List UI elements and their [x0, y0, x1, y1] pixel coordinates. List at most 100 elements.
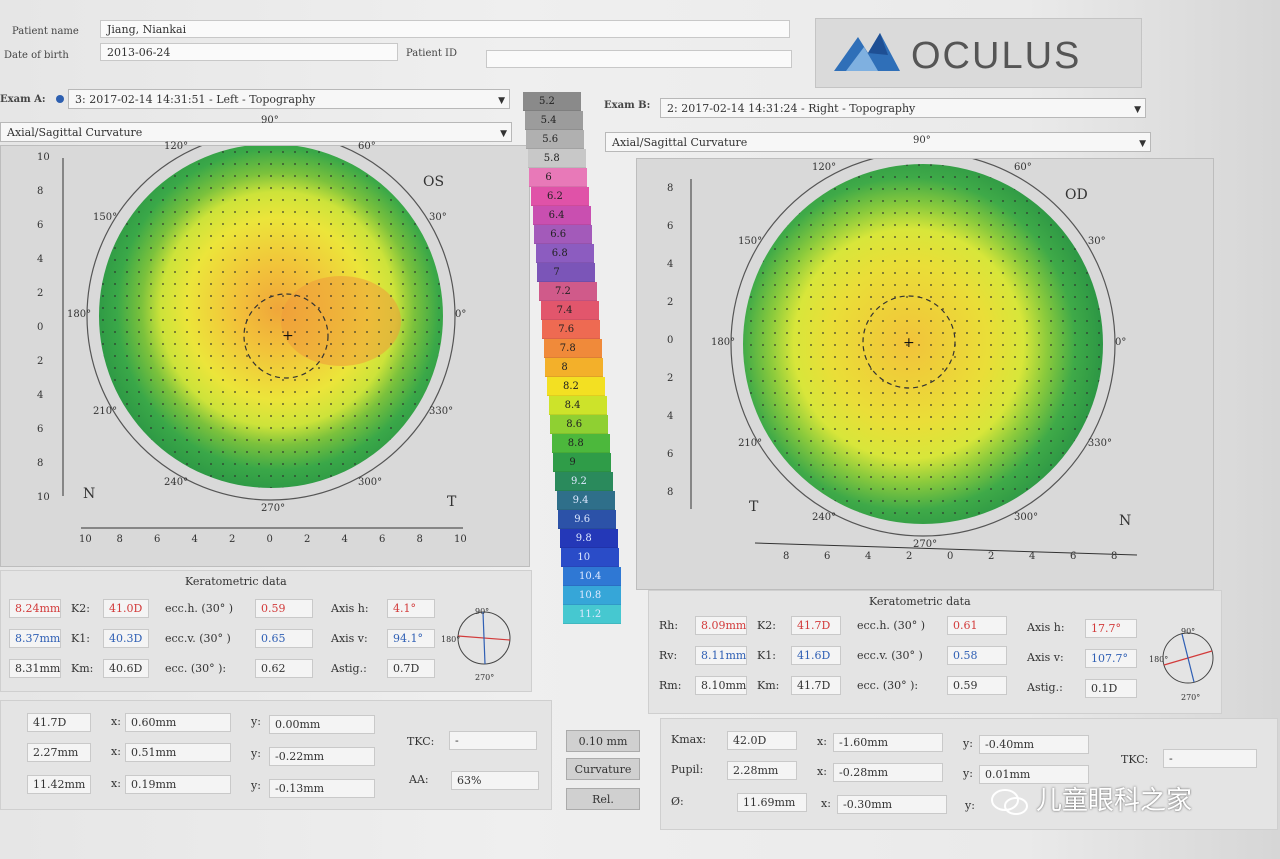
axis-angle-label: 30° [429, 212, 447, 223]
ecc-v-value-left: 0.65 [255, 629, 313, 648]
rh-value-right: 8.09mm [695, 616, 747, 635]
rm-value-right: 8.10mm [695, 676, 747, 695]
k1-label-right: K1: [757, 649, 776, 662]
scale-cell: 8.4 [548, 396, 607, 415]
mini-top-label-right: 90° [1181, 627, 1196, 636]
curvature-button[interactable]: Curvature [566, 758, 640, 780]
y-tick-label: 0 [667, 335, 674, 346]
axis-angle-label: 0° [455, 309, 467, 320]
axis-h-label-left: Axis h: [331, 602, 369, 615]
axis-angle-label: 120° [812, 162, 837, 174]
axis-angle-label: 60° [1014, 162, 1032, 174]
pupil-x-value-right: -0.28mm [833, 763, 943, 782]
wechat-icon [991, 788, 1028, 815]
diameter-x-value-right: -0.30mm [837, 795, 947, 814]
k2-value-left: 41.0D [103, 599, 149, 618]
kmax-x-value-left: 0.60mm [125, 713, 231, 732]
kmax-y-label-right: y: [963, 737, 973, 750]
scale-cell: 8.2 [547, 377, 605, 396]
ecc-v-label-right: ecc.v. (30° ) [857, 649, 923, 662]
kmax-y-value-left: 0.00mm [269, 715, 375, 734]
k2-value-right: 41.7D [791, 616, 841, 635]
map-right-svg: + [690, 159, 1138, 556]
exam-b-label: Exam B: [604, 100, 651, 111]
scale-cell: 8 [545, 358, 604, 377]
patient-name-field[interactable]: Jiang, Niankai [100, 20, 790, 38]
pupil-value-right: 2.28mm [727, 761, 797, 780]
exam-a-select[interactable]: 3: 2017-02-14 14:31:51 - Left - Topograp… [68, 89, 510, 109]
kmax-y-value-right: -0.40mm [979, 735, 1089, 754]
oculus-logo: OCULUS [815, 18, 1142, 88]
k1-value-right: 41.6D [791, 646, 841, 665]
tkc-value-left: - [449, 731, 537, 750]
exam-b-maptype-select[interactable]: Axial/Sagittal Curvature ▼ [605, 132, 1151, 152]
x-tick-label: 4 [191, 534, 198, 545]
exam-b-select[interactable]: 2: 2017-02-14 14:31:24 - Right - Topogra… [660, 98, 1146, 118]
topography-map-left[interactable]: + OS N T 90° 60° 30° 0° 330° 300° 270° 240° 210°… [0, 115, 530, 567]
scale-cell: 10.8 [563, 586, 621, 605]
watermark-text: 儿童眼科之家 [1036, 786, 1193, 816]
k1-radius-left: 8.37mm [9, 629, 61, 648]
y-tick-label: 4 [37, 390, 44, 401]
dob-field[interactable]: 2013-06-24 [100, 43, 398, 61]
mini-bottom-label-right: 270° [1181, 693, 1201, 702]
km-label-left: Km: [71, 662, 94, 675]
temporal-label-right: T [749, 499, 759, 515]
x-tick-label: 6 [154, 534, 161, 545]
scale-cell: 9.4 [556, 491, 615, 510]
dob-label: Date of birth [4, 50, 69, 61]
axis-angle-label: 120° [164, 141, 189, 152]
y-tick-label: 6 [37, 424, 44, 435]
y-tick-label: 6 [667, 221, 674, 232]
pupil-circle-left [243, 293, 329, 379]
scale-cell: 7.4 [540, 301, 599, 320]
x-tick-label: 4 [865, 551, 872, 562]
diameter-y-label-right: y: [965, 799, 975, 812]
kmax-label-right: Kmax: [671, 733, 707, 746]
rv-label-right: Rv: [659, 649, 678, 662]
ecc-h-label-right: ecc.h. (30° ) [857, 619, 925, 632]
y-tick-label: 6 [667, 449, 674, 460]
k2-radius-left: 8.24mm [9, 599, 61, 618]
axis-v-value-right: 107.7° [1085, 649, 1137, 668]
exam-a-maptype-select[interactable]: Axial/Sagittal Curvature ▼ [0, 122, 512, 142]
topography-map-right[interactable]: + OD T N 90° 60° 30° 0° 330° 300° 270° 240° 210°… [636, 135, 1214, 590]
y-tick-label: 8 [37, 458, 44, 469]
patient-id-label: Patient ID [406, 48, 457, 59]
scale-cell: 6.6 [534, 225, 593, 244]
tkc-label-right: TKC: [1121, 753, 1149, 766]
y-tick-label: 10 [37, 152, 50, 163]
x-tick-label: 2 [988, 551, 995, 562]
diameter-x-label-left: x: [111, 777, 121, 790]
rel-button[interactable]: Rel. [566, 788, 640, 810]
pupil-x-label-right: x: [817, 765, 827, 778]
step-button[interactable]: 0.10 mm [566, 730, 640, 752]
x-tick-label: 10 [79, 534, 92, 545]
ecc-v-label-left: ecc.v. (30° ) [165, 632, 231, 645]
exam-b-select-value: 2: 2017-02-14 14:31:24 - Right - Topogra… [667, 102, 916, 115]
scale-cell: 6 [529, 168, 588, 187]
x-tick-label: 8 [783, 551, 790, 562]
rh-label-right: Rh: [659, 619, 679, 632]
pupil-panel-left: 41.7D x: 0.60mm y: 0.00mm 2.27mm x: 0.51… [0, 700, 552, 810]
pupil-panel-right: Kmax: 42.0D x: -1.60mm y: -0.40mm Pupil:… [660, 718, 1278, 830]
k1-value-left: 40.3D [103, 629, 149, 648]
patient-id-field[interactable] [486, 50, 792, 68]
x-tick-label: 8 [1111, 551, 1118, 562]
kmax-x-value-right: -1.60mm [833, 733, 943, 752]
scale-cell: 7.6 [542, 320, 601, 339]
y-tick-label: 8 [667, 183, 674, 194]
diameter-y-value-left: -0.13mm [269, 779, 375, 798]
astig-label-right: Astig.: [1027, 681, 1063, 694]
mini-left-label-right: 180° [1149, 655, 1169, 664]
axis-ring-right [730, 159, 1116, 537]
axis-v-label-left: Axis v: [331, 632, 368, 645]
axis-h-label-right: Axis h: [1027, 621, 1065, 634]
x-tick-label: 0 [266, 534, 273, 545]
kmax-y-label-left: y: [251, 715, 261, 728]
diameter-y-label-left: y: [251, 779, 261, 792]
y-tick-label: 10 [37, 492, 50, 503]
scale-cell: 5.6 [526, 130, 585, 149]
scale-cell: 5.2 [523, 92, 581, 111]
x-tick-label: 2 [304, 534, 311, 545]
